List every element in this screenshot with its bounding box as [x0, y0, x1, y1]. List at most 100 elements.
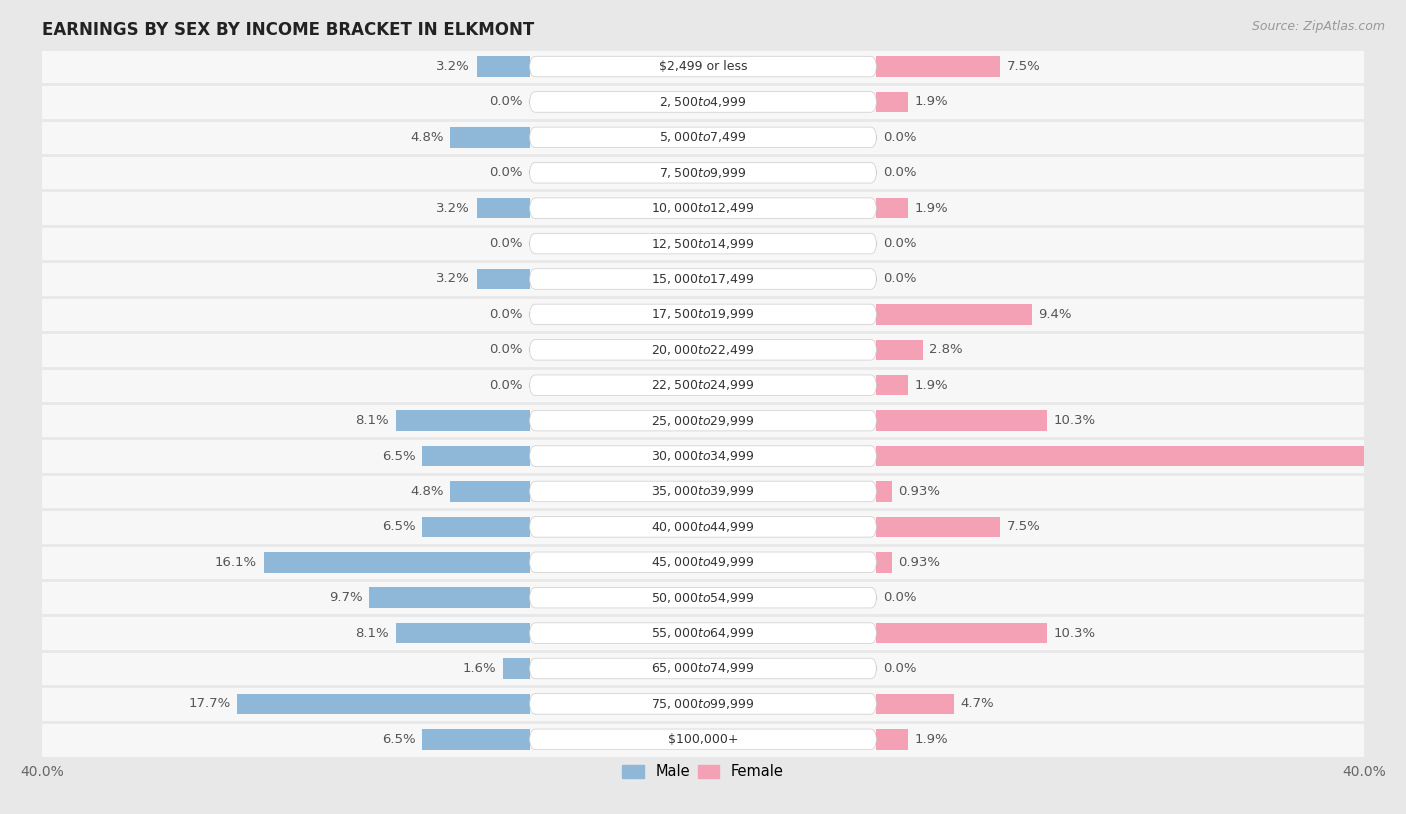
Text: $25,000 to $29,999: $25,000 to $29,999: [651, 414, 755, 427]
Text: 0.0%: 0.0%: [489, 237, 523, 250]
Text: 1.6%: 1.6%: [463, 662, 496, 675]
Bar: [42, 225, 1364, 261]
Text: $55,000 to $64,999: $55,000 to $64,999: [651, 626, 755, 640]
Text: 4.8%: 4.8%: [411, 131, 444, 144]
Text: $20,000 to $22,499: $20,000 to $22,499: [651, 343, 755, 357]
FancyBboxPatch shape: [530, 198, 876, 218]
Text: 7.5%: 7.5%: [1007, 520, 1040, 533]
Bar: [876, 694, 955, 714]
FancyBboxPatch shape: [530, 375, 876, 396]
Text: 1.9%: 1.9%: [914, 379, 948, 392]
Bar: [42, 403, 1364, 438]
Text: 0.0%: 0.0%: [883, 131, 917, 144]
Text: 1.9%: 1.9%: [914, 95, 948, 108]
Bar: [42, 474, 1364, 510]
Text: 10.3%: 10.3%: [1053, 414, 1095, 427]
Bar: [42, 190, 1364, 225]
Legend: Male, Female: Male, Female: [616, 759, 790, 786]
Bar: [42, 510, 1364, 545]
Text: 0.0%: 0.0%: [883, 273, 917, 286]
Text: 9.4%: 9.4%: [1039, 308, 1071, 321]
Bar: [238, 694, 530, 714]
Bar: [42, 686, 1364, 721]
FancyBboxPatch shape: [530, 623, 876, 643]
Text: 1.9%: 1.9%: [914, 202, 948, 215]
FancyBboxPatch shape: [530, 339, 876, 360]
FancyBboxPatch shape: [530, 481, 876, 501]
Text: 3.2%: 3.2%: [436, 60, 470, 73]
Bar: [876, 339, 922, 360]
Bar: [876, 481, 891, 501]
Text: 0.0%: 0.0%: [489, 166, 523, 179]
Text: $22,500 to $24,999: $22,500 to $24,999: [651, 379, 755, 392]
Text: 3.2%: 3.2%: [436, 202, 470, 215]
Bar: [42, 49, 1364, 84]
Text: 4.7%: 4.7%: [960, 698, 994, 711]
Text: $10,000 to $12,499: $10,000 to $12,499: [651, 201, 755, 215]
Text: $50,000 to $54,999: $50,000 to $54,999: [651, 591, 755, 605]
Text: 9.7%: 9.7%: [329, 591, 363, 604]
FancyBboxPatch shape: [530, 234, 876, 254]
FancyBboxPatch shape: [530, 659, 876, 679]
Bar: [42, 155, 1364, 190]
Bar: [876, 446, 1406, 466]
Text: 0.93%: 0.93%: [898, 556, 941, 569]
Text: $30,000 to $34,999: $30,000 to $34,999: [651, 449, 755, 463]
Text: 8.1%: 8.1%: [356, 414, 389, 427]
Text: 6.5%: 6.5%: [382, 520, 416, 533]
Text: 0.93%: 0.93%: [898, 485, 941, 498]
Text: 0.0%: 0.0%: [489, 95, 523, 108]
Text: $40,000 to $44,999: $40,000 to $44,999: [651, 520, 755, 534]
Bar: [477, 269, 530, 289]
Text: 4.8%: 4.8%: [411, 485, 444, 498]
Bar: [876, 410, 1046, 431]
Text: $100,000+: $100,000+: [668, 733, 738, 746]
Bar: [42, 84, 1364, 120]
Bar: [876, 198, 908, 218]
Bar: [876, 304, 1032, 325]
Bar: [42, 545, 1364, 580]
Text: 0.0%: 0.0%: [883, 591, 917, 604]
Text: 6.5%: 6.5%: [382, 733, 416, 746]
FancyBboxPatch shape: [530, 127, 876, 147]
Text: $2,500 to $4,999: $2,500 to $4,999: [659, 95, 747, 109]
Bar: [263, 552, 530, 572]
FancyBboxPatch shape: [530, 729, 876, 750]
FancyBboxPatch shape: [530, 410, 876, 431]
Text: $35,000 to $39,999: $35,000 to $39,999: [651, 484, 755, 498]
FancyBboxPatch shape: [530, 588, 876, 608]
Text: 17.7%: 17.7%: [188, 698, 231, 711]
Text: 0.0%: 0.0%: [489, 344, 523, 357]
Bar: [876, 56, 1000, 77]
Bar: [395, 410, 530, 431]
Bar: [42, 261, 1364, 296]
Bar: [477, 198, 530, 218]
Bar: [42, 120, 1364, 155]
Text: 0.0%: 0.0%: [489, 379, 523, 392]
FancyBboxPatch shape: [530, 92, 876, 112]
Bar: [42, 296, 1364, 332]
Bar: [42, 615, 1364, 650]
Text: Source: ZipAtlas.com: Source: ZipAtlas.com: [1251, 20, 1385, 33]
Bar: [876, 729, 908, 750]
FancyBboxPatch shape: [530, 269, 876, 289]
Bar: [876, 623, 1046, 643]
Text: $45,000 to $49,999: $45,000 to $49,999: [651, 555, 755, 569]
Text: 1.9%: 1.9%: [914, 733, 948, 746]
Bar: [477, 56, 530, 77]
Bar: [876, 92, 908, 112]
Text: 8.1%: 8.1%: [356, 627, 389, 640]
Text: EARNINGS BY SEX BY INCOME BRACKET IN ELKMONT: EARNINGS BY SEX BY INCOME BRACKET IN ELK…: [42, 21, 534, 39]
Text: $65,000 to $74,999: $65,000 to $74,999: [651, 662, 755, 676]
Bar: [450, 481, 530, 501]
Text: 3.2%: 3.2%: [436, 273, 470, 286]
FancyBboxPatch shape: [530, 552, 876, 572]
Text: 16.1%: 16.1%: [215, 556, 257, 569]
Bar: [395, 623, 530, 643]
Text: 7.5%: 7.5%: [1007, 60, 1040, 73]
Text: 0.0%: 0.0%: [883, 237, 917, 250]
Bar: [876, 517, 1000, 537]
Bar: [42, 332, 1364, 368]
Text: $75,000 to $99,999: $75,000 to $99,999: [651, 697, 755, 711]
Bar: [42, 580, 1364, 615]
